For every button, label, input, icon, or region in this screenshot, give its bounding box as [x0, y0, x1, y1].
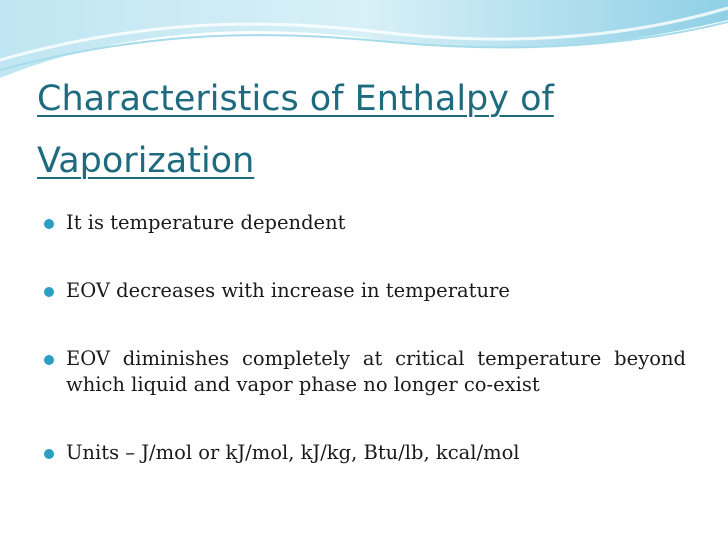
bullet-item: EOV diminishes completely at critical te… [44, 346, 686, 398]
bullet-item: It is temperature dependent [44, 210, 686, 236]
slide-title: Characteristics of Enthalpy of Vaporizat… [37, 79, 554, 181]
bullet-item: Units – J/mol or kJ/mol, kJ/kg, Btu/lb, … [44, 440, 686, 466]
bullet-item: EOV decreases with increase in temperatu… [44, 278, 686, 304]
bullet-list: It is temperature dependent EOV decrease… [44, 210, 686, 508]
header-wave [0, 0, 728, 78]
